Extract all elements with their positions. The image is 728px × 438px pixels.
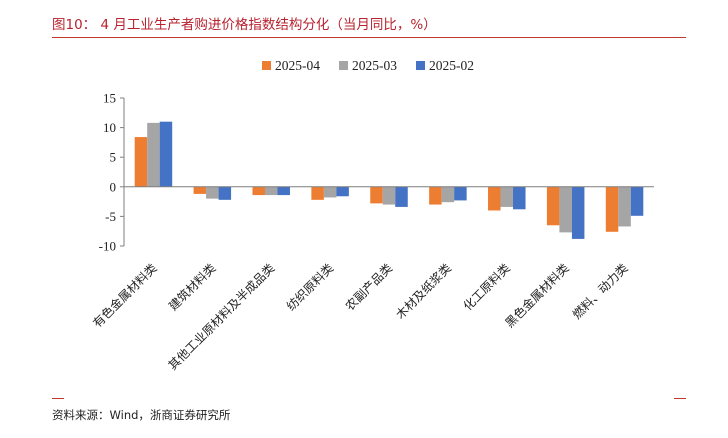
legend-label-2025-04: 2025-04 — [275, 58, 320, 73]
bar-2025-02 — [159, 121, 173, 187]
bar-2025-04 — [488, 186, 501, 211]
bar-2025-03 — [147, 122, 160, 187]
y-tick-label: -10 — [99, 239, 116, 254]
y-tick-label: 0 — [110, 179, 117, 194]
title-rule — [52, 37, 686, 38]
legend-swatch-2025-02 — [416, 61, 425, 70]
x-category-label: 农副产品类 — [343, 261, 395, 313]
chart-legend: 2025-04 2025-03 2025-02 — [262, 58, 474, 73]
bar-2025-04 — [429, 186, 442, 205]
bar-2025-03 — [559, 186, 572, 233]
legend-label-2025-02: 2025-02 — [429, 58, 474, 73]
footer-mark-right — [674, 398, 686, 399]
bar-2025-02 — [513, 186, 526, 210]
y-tick-label: 10 — [103, 120, 116, 135]
x-category-label: 有色金属材料类 — [90, 260, 160, 330]
bar-2025-03 — [323, 186, 337, 198]
bar-2025-02 — [630, 186, 644, 216]
bar-2025-04 — [193, 186, 207, 194]
x-category-label: 木材及纸浆类 — [392, 260, 454, 322]
source-note: 资料来源：Wind，浙商证券研究所 — [52, 408, 231, 422]
x-category-label: 纺织原料类 — [284, 261, 336, 313]
bar-2025-03 — [441, 186, 455, 203]
bar-2025-04 — [605, 186, 619, 232]
bar-2025-02 — [336, 186, 349, 197]
legend-label-2025-03: 2025-03 — [352, 58, 397, 73]
figure-title: 图10： 4 月工业生产者购进价格指数结构分化（当月同比，%） — [52, 17, 437, 33]
bar-2025-03 — [382, 186, 396, 205]
footer-mark-left — [52, 398, 64, 399]
bar-2025-02 — [277, 186, 290, 196]
legend-swatch-2025-04 — [262, 61, 271, 70]
bar-2025-02 — [395, 186, 408, 207]
bar-2025-04 — [311, 186, 324, 200]
y-tick-label: 5 — [110, 150, 117, 165]
bar-2025-02 — [571, 186, 585, 239]
bar-2025-02 — [454, 186, 467, 201]
x-category-label: 建筑材料类 — [165, 260, 218, 313]
y-tick-label: -5 — [105, 209, 116, 224]
bar-2025-02 — [218, 186, 232, 200]
y-tick-label: 15 — [103, 91, 116, 106]
x-category-label: 其他工业原材料及半成品类 — [166, 261, 278, 373]
bars — [134, 121, 644, 239]
bar-2025-03 — [206, 186, 219, 199]
bar-2025-04 — [546, 186, 560, 226]
bar-2025-03 — [618, 186, 631, 227]
x-category-label: 化工原料类 — [461, 261, 513, 313]
bar-2025-03 — [500, 186, 514, 207]
bar-chart: 2025-04 2025-03 2025-02 15 10 5 0 -5 -10 有色金属材料… — [90, 58, 654, 373]
bar-2025-03 — [264, 186, 278, 196]
y-axis: 15 10 5 0 -5 -10 — [99, 91, 125, 254]
bar-2025-04 — [252, 186, 265, 196]
bar-2025-04 — [370, 186, 383, 204]
legend-swatch-2025-03 — [339, 61, 348, 70]
bar-2025-04 — [134, 137, 148, 187]
x-category-label: 燃料、动力类 — [569, 260, 631, 322]
